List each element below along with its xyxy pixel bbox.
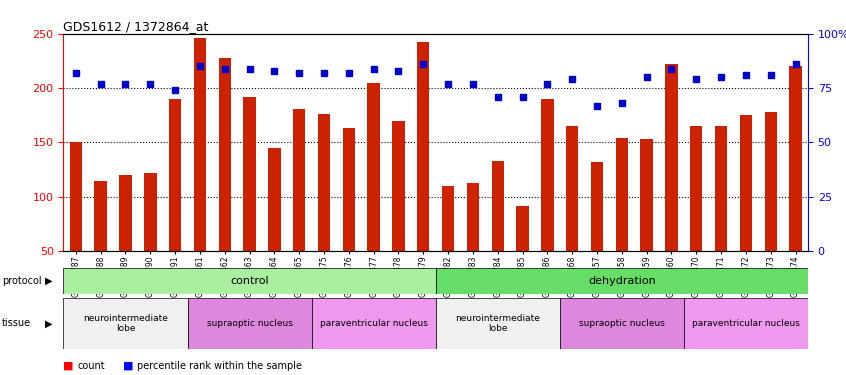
Bar [268, 148, 281, 306]
Bar [244, 97, 255, 306]
Bar [144, 173, 157, 306]
Bar [318, 114, 330, 306]
Text: ▶: ▶ [46, 318, 52, 328]
Bar [293, 109, 305, 306]
Text: ■: ■ [123, 361, 133, 370]
Bar [789, 66, 802, 306]
Bar [194, 38, 206, 306]
Text: tissue: tissue [2, 318, 30, 328]
Bar [188, 298, 311, 349]
Bar [715, 126, 728, 306]
Bar [63, 298, 188, 349]
Bar [739, 115, 752, 306]
Bar [436, 268, 808, 294]
Bar [566, 126, 579, 306]
Bar [765, 112, 777, 306]
Bar [417, 42, 430, 306]
Text: percentile rank within the sample: percentile rank within the sample [137, 361, 302, 370]
Bar [640, 139, 653, 306]
Text: ■: ■ [63, 361, 74, 370]
Text: supraoptic nucleus: supraoptic nucleus [579, 319, 665, 328]
Bar [393, 121, 404, 306]
Text: paraventricular nucleus: paraventricular nucleus [320, 319, 427, 328]
Text: ▶: ▶ [46, 276, 52, 286]
Bar [311, 298, 436, 349]
Bar [63, 268, 436, 294]
Text: neurointermediate
lobe: neurointermediate lobe [455, 314, 540, 333]
Bar [665, 64, 678, 306]
Text: protocol: protocol [2, 276, 41, 286]
Bar [560, 298, 684, 349]
Text: paraventricular nucleus: paraventricular nucleus [692, 319, 799, 328]
Bar [367, 82, 380, 306]
Bar [218, 58, 231, 306]
Text: control: control [230, 276, 269, 286]
Text: GDS1612 / 1372864_at: GDS1612 / 1372864_at [63, 20, 209, 33]
Bar [442, 186, 454, 306]
Bar [684, 298, 808, 349]
Bar [119, 175, 132, 306]
Bar [492, 161, 504, 306]
Text: neurointermediate
lobe: neurointermediate lobe [83, 314, 168, 333]
Bar [616, 138, 628, 306]
Bar [467, 183, 479, 306]
Bar [343, 128, 355, 306]
Bar [591, 162, 603, 306]
Bar [95, 180, 107, 306]
Bar [169, 99, 181, 306]
Text: count: count [78, 361, 106, 370]
Bar [541, 99, 553, 306]
Text: dehydration: dehydration [588, 276, 656, 286]
Bar [516, 206, 529, 306]
Text: supraoptic nucleus: supraoptic nucleus [206, 319, 293, 328]
Bar [690, 126, 702, 306]
Bar [436, 298, 560, 349]
Bar [69, 142, 82, 306]
